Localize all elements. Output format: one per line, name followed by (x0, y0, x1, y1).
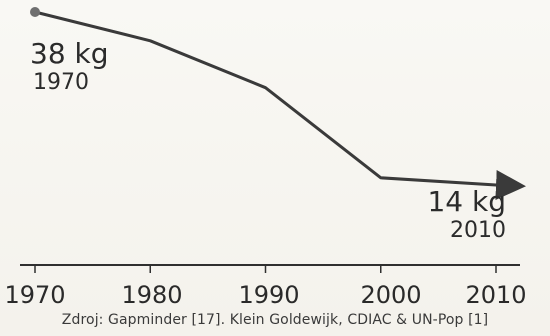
x-tick-label-2000: 2000 (360, 281, 422, 309)
x-tick-label-1980: 1980 (121, 281, 183, 309)
end-year-label: 2010 (450, 218, 506, 244)
start-annotation: 38 kg 1970 (30, 37, 109, 96)
x-tick-label-2010: 2010 (465, 281, 527, 309)
data-point-1970 (30, 7, 40, 17)
source-caption: Zdroj: Gapminder [17]. Klein Goldewijk, … (61, 312, 489, 328)
end-annotation: 14 kg 2010 (416, 185, 506, 244)
x-tick-label-1970: 1970 (4, 281, 66, 309)
x-tick-label-1990: 1990 (238, 281, 300, 309)
start-value-label: 38 kg (30, 37, 109, 70)
end-value-label: 14 kg (427, 185, 506, 218)
series-line (34, 10, 526, 200)
start-year-label: 1970 (33, 70, 89, 96)
